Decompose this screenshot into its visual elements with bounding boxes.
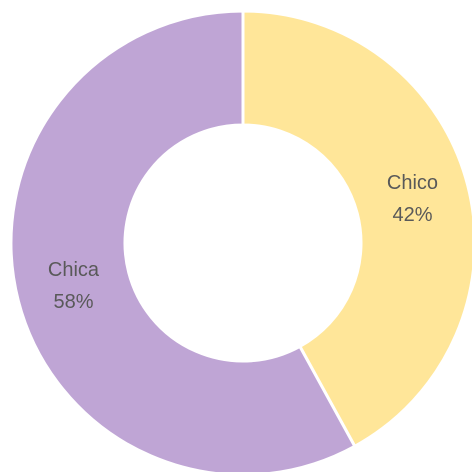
value-label: 58%: [53, 291, 93, 313]
slice: [9, 9, 357, 472]
value-label: 42%: [392, 204, 432, 226]
slice-label: Chica: [48, 259, 100, 281]
slice-label: Chico: [387, 172, 438, 194]
slice: [241, 9, 472, 449]
